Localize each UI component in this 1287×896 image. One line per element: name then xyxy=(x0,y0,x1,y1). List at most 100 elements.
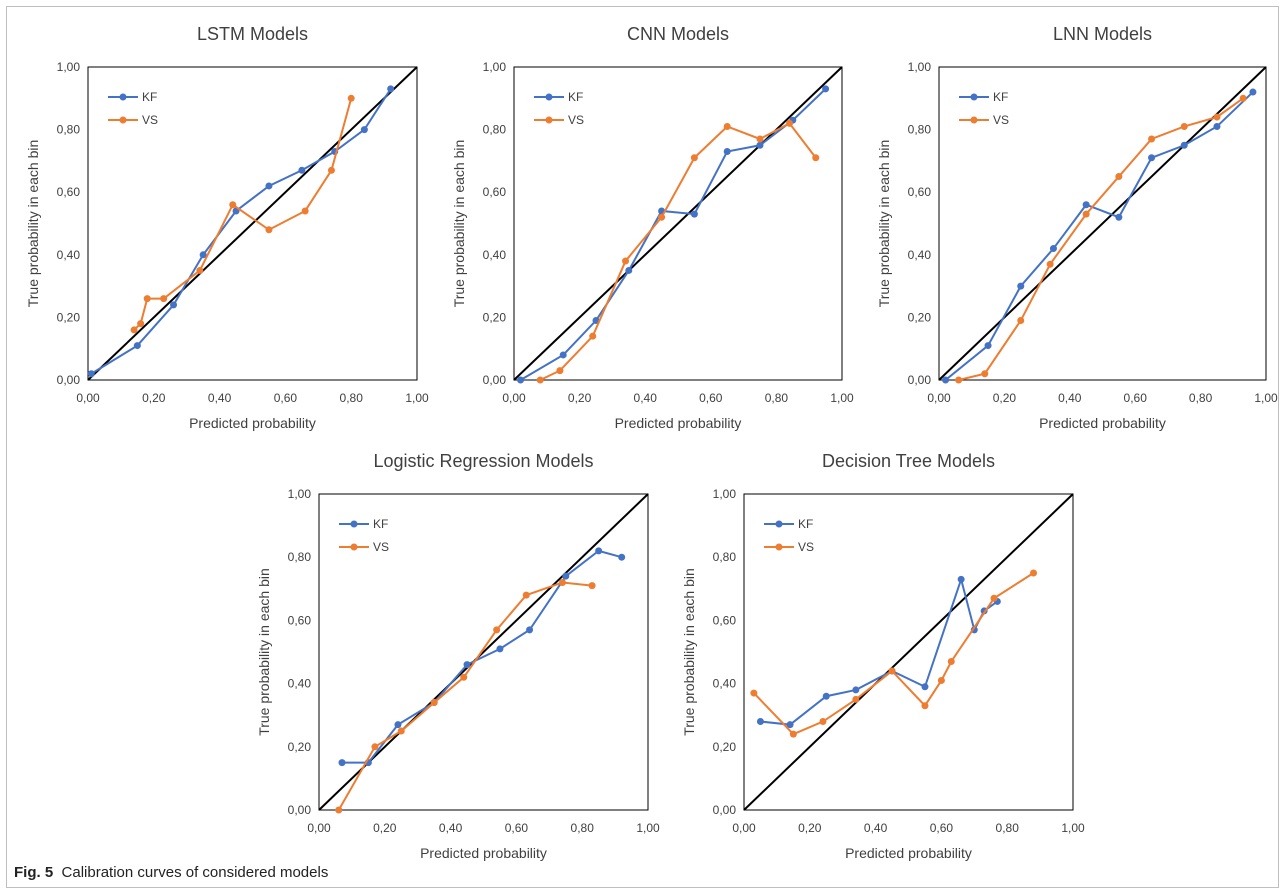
legend-marker-vs xyxy=(545,116,553,124)
data-point-kf xyxy=(360,126,368,134)
legend-marker-kf xyxy=(775,520,783,528)
y-tick-label: 0,20 xyxy=(483,310,507,324)
legend-label-kf: KF xyxy=(568,90,583,104)
x-tick-label: 1,00 xyxy=(636,821,660,835)
legend-marker-kf xyxy=(350,520,358,528)
data-point-kf xyxy=(957,575,965,583)
data-point-kf xyxy=(338,759,346,767)
x-tick-label: 0,80 xyxy=(996,821,1020,835)
chart-3: LNN Models 0,00 0,20 0,40 0,60 0,80 1,00 0,00 0,… xyxy=(876,24,1278,431)
perfect-calibration-line xyxy=(513,66,843,381)
series-line-vs xyxy=(133,98,353,331)
data-point-vs xyxy=(327,166,335,174)
data-point-vs xyxy=(1180,122,1188,130)
perfect-calibration-line xyxy=(743,493,1074,811)
y-tick-label: 0,40 xyxy=(908,248,932,262)
plot-frame xyxy=(743,493,1074,811)
x-axis-label: Predicted probability xyxy=(189,415,316,431)
data-point-vs xyxy=(430,699,438,707)
x-axis-label: Predicted probability xyxy=(420,845,547,861)
x-tick-label: 0,40 xyxy=(634,391,658,405)
x-tick-label: 0,40 xyxy=(208,391,232,405)
data-point-kf xyxy=(822,85,830,93)
y-axis-label: True probability in each bin xyxy=(256,568,272,736)
legend-marker-vs xyxy=(775,543,783,551)
x-tick-label: 0,40 xyxy=(864,821,888,835)
y-axis-label: True probability in each bin xyxy=(681,568,697,736)
data-point-kf xyxy=(1115,213,1123,221)
y-tick-label: 0,80 xyxy=(57,123,81,137)
data-point-vs xyxy=(622,257,630,265)
legend-label-vs: VS xyxy=(142,113,158,127)
x-tick-label: 0,00 xyxy=(732,821,756,835)
data-point-vs xyxy=(819,718,827,726)
data-point-kf xyxy=(942,376,950,384)
series-line-vs xyxy=(753,572,1035,736)
data-point-vs xyxy=(347,94,355,102)
x-tick-label: 1,00 xyxy=(1254,391,1278,405)
y-axis-label: True probability in each bin xyxy=(876,140,892,308)
y-tick-label: 0,00 xyxy=(713,803,737,817)
data-point-kf xyxy=(756,718,764,726)
legend-marker-vs xyxy=(119,116,127,124)
data-point-vs xyxy=(536,376,544,384)
data-point-kf xyxy=(298,166,306,174)
caption-text: Calibration curves of considered models xyxy=(61,864,329,881)
y-tick-label: 0,80 xyxy=(908,123,932,137)
data-point-vs xyxy=(371,743,379,751)
legend-label-vs: VS xyxy=(993,113,1009,127)
legend-label-vs: VS xyxy=(798,540,814,554)
data-point-vs xyxy=(921,702,929,710)
legend-marker-vs xyxy=(350,543,358,551)
data-point-kf xyxy=(1180,141,1188,149)
x-tick-label: 1,00 xyxy=(830,391,854,405)
data-point-kf xyxy=(1017,282,1025,290)
plot-frame xyxy=(87,66,418,381)
chart-4: Logistic Regression Models 0,00 0,20 0,40 0,… xyxy=(256,451,660,861)
x-tick-label: 0,80 xyxy=(1189,391,1213,405)
series-line-vs xyxy=(337,581,593,811)
y-tick-label: 1,00 xyxy=(57,60,81,74)
x-tick-label: 0,20 xyxy=(993,391,1017,405)
x-tick-label: 0,00 xyxy=(307,821,331,835)
data-point-vs xyxy=(130,326,138,334)
data-point-vs xyxy=(229,201,237,209)
data-point-vs xyxy=(1030,569,1038,577)
series-line-vs xyxy=(958,97,1244,381)
data-point-vs xyxy=(556,367,564,375)
data-point-kf xyxy=(496,645,504,653)
data-point-vs xyxy=(1082,210,1090,218)
data-point-vs xyxy=(301,207,309,215)
y-tick-label: 0,20 xyxy=(713,740,737,754)
x-tick-label: 0,60 xyxy=(274,391,298,405)
legend-marker-kf xyxy=(545,93,553,101)
x-tick-label: 0,20 xyxy=(568,391,592,405)
data-point-vs xyxy=(196,266,204,274)
data-point-kf xyxy=(1049,245,1057,253)
data-point-vs xyxy=(1046,260,1054,268)
plot-frame xyxy=(938,66,1267,381)
data-point-vs xyxy=(750,689,758,697)
data-point-vs xyxy=(888,667,896,675)
chart-2: CNN Models 0,00 0,20 0,40 0,60 0,80 1,00 0,00 0,… xyxy=(451,24,854,431)
data-point-kf xyxy=(852,686,860,694)
data-point-kf xyxy=(526,626,534,634)
chart-title: Decision Tree Models xyxy=(822,451,995,471)
x-tick-label: 0,40 xyxy=(439,821,463,835)
y-tick-label: 1,00 xyxy=(288,487,312,501)
legend-label-vs: VS xyxy=(373,540,389,554)
x-tick-label: 0,60 xyxy=(1124,391,1148,405)
x-tick-label: 0,00 xyxy=(927,391,951,405)
series-line-kf xyxy=(520,88,827,381)
series-line-vs xyxy=(539,122,817,381)
data-point-kf xyxy=(984,342,992,350)
x-tick-label: 0,20 xyxy=(373,821,397,835)
data-point-kf xyxy=(723,148,731,156)
y-axis-label: True probability in each bin xyxy=(451,140,467,308)
data-point-vs xyxy=(789,730,797,738)
x-tick-label: 0,60 xyxy=(699,391,723,405)
legend-label-kf: KF xyxy=(373,517,388,531)
data-point-kf xyxy=(1148,154,1156,162)
data-point-kf xyxy=(1213,122,1221,130)
